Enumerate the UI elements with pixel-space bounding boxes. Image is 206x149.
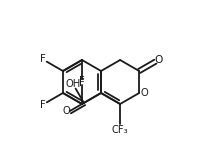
Text: OH: OH	[65, 79, 80, 89]
Text: CF₃: CF₃	[111, 125, 128, 135]
Text: F: F	[79, 78, 84, 88]
Text: O: O	[154, 55, 162, 65]
Text: F: F	[39, 100, 45, 110]
Text: O: O	[62, 106, 70, 116]
Text: F: F	[39, 54, 45, 64]
Text: O: O	[140, 88, 147, 98]
Text: F: F	[79, 76, 84, 86]
